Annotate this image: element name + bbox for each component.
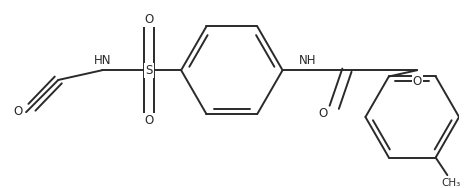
Text: S: S — [145, 64, 153, 77]
Text: O: O — [318, 107, 327, 120]
Text: O: O — [144, 114, 154, 127]
Text: O: O — [412, 75, 422, 88]
Text: NH: NH — [299, 54, 317, 67]
Text: HN: HN — [93, 54, 111, 67]
Text: CH₃: CH₃ — [442, 178, 461, 188]
Text: O: O — [14, 105, 23, 118]
Text: O: O — [144, 13, 154, 26]
